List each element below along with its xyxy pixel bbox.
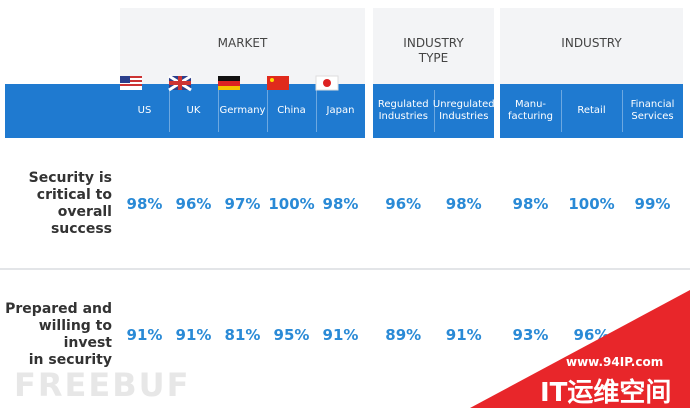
column-header: UK bbox=[186, 105, 201, 116]
group-title: INDUSTRY bbox=[561, 36, 622, 50]
cell-value: 99% bbox=[634, 195, 671, 213]
cell-value: 81% bbox=[224, 326, 261, 344]
header-band bbox=[5, 84, 120, 138]
column-header: US bbox=[137, 105, 152, 116]
header-band bbox=[500, 84, 683, 138]
cell-value: 98% bbox=[512, 195, 549, 213]
cell-value: 100% bbox=[268, 195, 315, 213]
column-divider bbox=[561, 90, 562, 132]
group-title: INDUSTRY TYPE bbox=[403, 36, 464, 65]
row-label: Security is critical to overall success bbox=[28, 170, 112, 237]
cell-value: 98% bbox=[445, 195, 482, 213]
watermark: www.94IP.com bbox=[566, 355, 664, 369]
watermark-corner bbox=[470, 290, 690, 408]
cell-value: 91% bbox=[322, 326, 359, 344]
watermark: IT运维空间 bbox=[540, 378, 672, 408]
column-divider bbox=[433, 90, 435, 132]
header-band bbox=[120, 84, 365, 138]
cell-value: 98% bbox=[126, 195, 163, 213]
group-body bbox=[120, 138, 365, 408]
column-header: Retail bbox=[577, 105, 606, 116]
column-header: Unregulated Industries bbox=[432, 99, 495, 122]
column-header: Regulated Industries bbox=[377, 99, 429, 122]
cell-value: 91% bbox=[126, 326, 163, 344]
group-body bbox=[373, 138, 494, 408]
column-divider bbox=[622, 90, 623, 132]
header-band bbox=[373, 84, 494, 138]
cell-value: 96% bbox=[175, 195, 212, 213]
cell-value: 93% bbox=[512, 326, 549, 344]
cell-value: 100% bbox=[568, 195, 615, 213]
column-header: China bbox=[277, 105, 306, 116]
column-header: Japan bbox=[326, 105, 355, 116]
cell-value: 97% bbox=[224, 195, 261, 213]
column-divider bbox=[316, 90, 317, 132]
group-title: MARKET bbox=[217, 36, 268, 50]
watermark: FREEBUF bbox=[14, 366, 191, 404]
row-label: Prepared and willing to invest in securi… bbox=[5, 301, 112, 368]
cell-value: 91% bbox=[175, 326, 212, 344]
column-header: Germany bbox=[219, 105, 266, 116]
cell-value: 95% bbox=[273, 326, 310, 344]
flags bbox=[120, 74, 339, 92]
cell-value: 89% bbox=[385, 326, 422, 344]
column-header: Financial Services bbox=[630, 99, 675, 122]
row-divider bbox=[0, 268, 690, 270]
cell-value: 91% bbox=[445, 326, 482, 344]
column-divider bbox=[267, 90, 268, 132]
column-divider bbox=[169, 90, 170, 132]
cell-value: 98% bbox=[322, 195, 359, 213]
column-divider bbox=[218, 90, 219, 132]
cell-value: 96% bbox=[385, 195, 422, 213]
column-header: Manu- facturing bbox=[508, 99, 553, 122]
